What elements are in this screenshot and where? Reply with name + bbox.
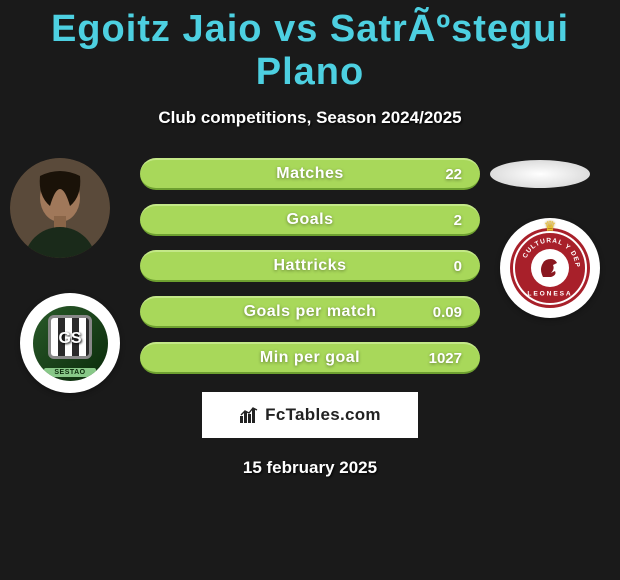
club-right-badge: ♛ CULTURAL Y DEPORTIVA LEONESA	[500, 218, 600, 318]
stat-value-right: 0	[454, 258, 462, 275]
stats-list: Matches 22 Goals 2 Hattricks 0 Goals per…	[140, 158, 480, 374]
stat-value-right: 22	[445, 166, 462, 183]
bars-icon	[239, 406, 261, 424]
svg-text:LEONESA: LEONESA	[527, 290, 572, 297]
stat-value-right: 0.09	[433, 304, 462, 321]
club-left-label: SESTAO	[44, 368, 95, 377]
stat-label: Matches	[276, 165, 344, 183]
watermark-text: FcTables.com	[265, 405, 381, 425]
club-right-ring-text-icon: CULTURAL Y DEPORTIVA LEONESA	[515, 233, 585, 303]
stat-label: Goals per match	[244, 303, 377, 321]
watermark: FcTables.com	[202, 392, 418, 438]
stat-row-hattricks: Hattricks 0	[140, 250, 480, 282]
stats-container: GS SESTAO ♛ CULTURAL Y DEPORTIVA LEONESA	[0, 158, 620, 374]
club-right-inner: ♛ CULTURAL Y DEPORTIVA LEONESA	[510, 228, 590, 308]
match-date: 15 february 2025	[0, 458, 620, 478]
club-right-ring: CULTURAL Y DEPORTIVA LEONESA	[513, 231, 587, 305]
club-left-badge: GS SESTAO	[20, 293, 120, 393]
player-left-avatar	[10, 158, 110, 258]
club-left-inner: GS SESTAO	[33, 306, 108, 381]
club-left-monogram: GS	[58, 330, 81, 348]
stat-row-min-per-goal: Min per goal 1027	[140, 342, 480, 374]
stat-label: Goals	[287, 211, 334, 229]
player-right-placeholder	[490, 160, 590, 188]
season-subtitle: Club competitions, Season 2024/2025	[0, 108, 620, 128]
svg-text:CULTURAL Y DEPORTIVA: CULTURAL Y DEPORTIVA	[515, 233, 581, 268]
page-title: Egoitz Jaio vs SatrÃºstegui Plano	[0, 0, 620, 94]
person-icon	[10, 158, 110, 258]
stat-row-goals-per-match: Goals per match 0.09	[140, 296, 480, 328]
stat-label: Min per goal	[260, 349, 360, 367]
stat-row-matches: Matches 22	[140, 158, 480, 190]
stat-label: Hattricks	[274, 257, 347, 275]
stat-value-right: 1027	[429, 350, 462, 367]
stat-value-right: 2	[454, 212, 462, 229]
stat-row-goals: Goals 2	[140, 204, 480, 236]
